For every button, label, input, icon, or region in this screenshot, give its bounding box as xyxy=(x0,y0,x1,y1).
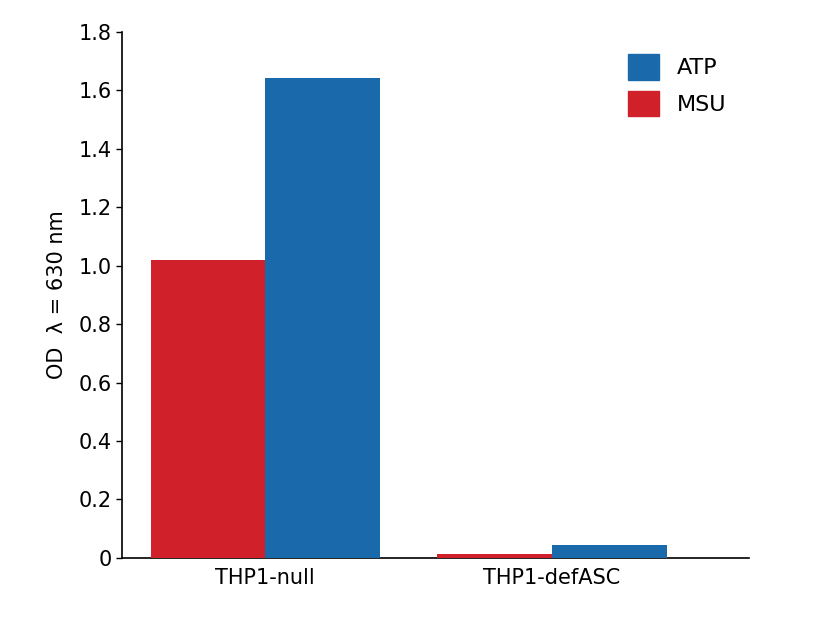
Bar xyxy=(151,260,265,558)
Bar xyxy=(265,79,380,558)
Bar xyxy=(437,554,552,558)
Legend: ATP, MSU: ATP, MSU xyxy=(617,43,737,127)
Y-axis label: OD  λ = 630 nm: OD λ = 630 nm xyxy=(47,210,68,379)
Bar xyxy=(552,545,667,558)
